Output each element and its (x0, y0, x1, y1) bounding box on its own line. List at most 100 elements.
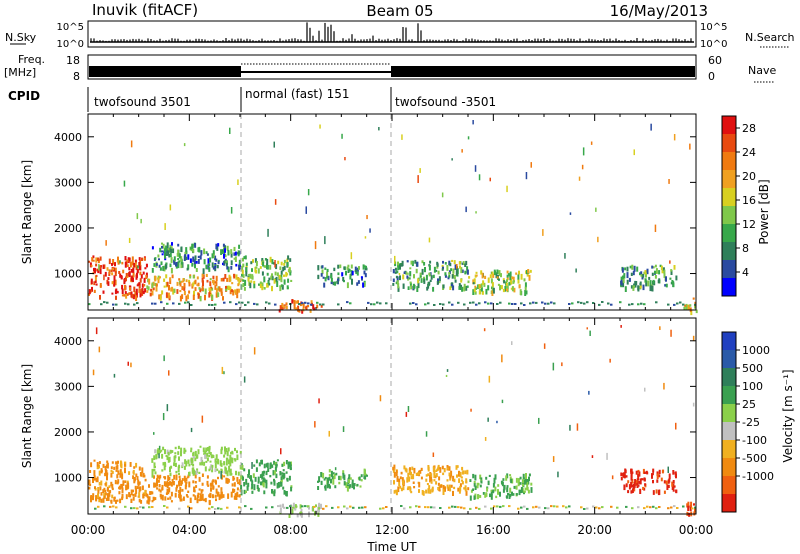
velocity-cell (326, 482, 329, 489)
power-cell (151, 268, 154, 273)
power-cell (624, 267, 627, 271)
velocity-cell (220, 487, 223, 491)
power-cell (423, 278, 426, 284)
velocity-cell (397, 486, 400, 493)
power-cell (477, 284, 480, 290)
power-cell (491, 282, 494, 287)
power-cell (144, 288, 147, 293)
power-cell (177, 258, 180, 261)
velocity-cell (395, 470, 398, 476)
power-cell (203, 248, 206, 255)
velocity-cell (273, 478, 275, 482)
velocity-baseline-cell (136, 507, 139, 510)
power-cell (159, 295, 162, 301)
velocity-cell (433, 474, 436, 478)
velocity-cell (147, 496, 150, 502)
power-baseline-cell (640, 302, 643, 305)
velocity-baseline-cell (130, 507, 133, 510)
power-cell (148, 278, 151, 285)
velocity-cell (495, 495, 498, 499)
velocity-cell (296, 513, 299, 518)
velocity-baseline-cell (673, 505, 676, 508)
power-cell (171, 286, 174, 292)
power-cell (225, 260, 228, 263)
power-cell (90, 278, 93, 284)
velocity-baseline-cell (439, 507, 442, 509)
power-cell (458, 283, 461, 288)
power-cell (622, 281, 625, 288)
power-cell (444, 272, 447, 276)
velocity-cell (406, 477, 409, 483)
power-speck (417, 175, 419, 183)
power-cell (194, 255, 197, 261)
velocity-baseline-cell (214, 508, 217, 510)
velocity-colorbar-swatch (722, 350, 736, 369)
velocity-cell (132, 493, 135, 497)
power-cell (132, 272, 135, 278)
velocity-baseline-cell (676, 507, 679, 509)
velocity-cell (624, 468, 627, 474)
power-cell (198, 246, 201, 253)
power-cell (409, 281, 412, 284)
power-cell (181, 262, 184, 268)
power-baseline-cell (568, 303, 571, 305)
power-baseline-cell (628, 303, 631, 306)
power-baseline-cell (310, 303, 313, 306)
noise-panel-frame (87, 20, 697, 48)
power-cell (131, 260, 134, 266)
power-baseline-cell (487, 302, 490, 305)
power-speck (344, 157, 346, 161)
power-cell (482, 280, 485, 285)
velocity-speck (163, 355, 165, 362)
power-cell (212, 279, 215, 286)
velocity-cell (184, 459, 187, 465)
power-cell (178, 278, 181, 281)
power-cell (217, 243, 220, 247)
power-cell (343, 266, 346, 270)
velocity-cell (318, 502, 321, 508)
power-cell (474, 285, 477, 288)
power-colorbar-swatch (722, 224, 736, 243)
power-cell (166, 242, 169, 248)
velocity-cell (179, 491, 181, 495)
velocity-baseline-cell (637, 506, 640, 509)
velocity-cell (154, 449, 157, 454)
power-cell (132, 277, 134, 283)
power-cell (120, 276, 123, 280)
power-cell (183, 283, 186, 289)
power-cell (479, 284, 482, 289)
power-cell (464, 263, 467, 267)
velocity-cell (494, 486, 497, 492)
power-cell (177, 249, 180, 254)
power-cell (161, 250, 163, 253)
power-baseline-cell (514, 303, 517, 305)
velocity-cell (464, 485, 467, 491)
velocity-baseline-cell (385, 506, 388, 508)
freq-panel-frame (87, 54, 697, 80)
power-cell (162, 243, 165, 249)
velocity-speck (511, 341, 513, 345)
velocity-cell (427, 465, 430, 470)
power-baseline-cell (319, 303, 322, 306)
velocity-speck (487, 417, 489, 422)
power-cell (223, 260, 226, 264)
power-cell (128, 285, 131, 288)
power-colorbar-swatch (722, 170, 736, 189)
velocity-cell (512, 493, 515, 496)
velocity-cell (116, 499, 119, 502)
velocity-cell (417, 471, 420, 476)
power-cell (138, 288, 141, 293)
power-cell (670, 269, 673, 272)
power-speck (689, 143, 691, 150)
power-cell (408, 277, 411, 280)
power-cell (474, 291, 477, 295)
velocity-cell (98, 496, 101, 500)
velocity-baseline-cell (451, 505, 454, 508)
power-cell (215, 243, 218, 250)
velocity-cell (330, 478, 332, 484)
power-cell (365, 265, 367, 270)
power-baseline-cell (298, 303, 301, 305)
power-cell (647, 280, 650, 287)
power-cell (124, 278, 127, 281)
power-cell (409, 267, 412, 270)
